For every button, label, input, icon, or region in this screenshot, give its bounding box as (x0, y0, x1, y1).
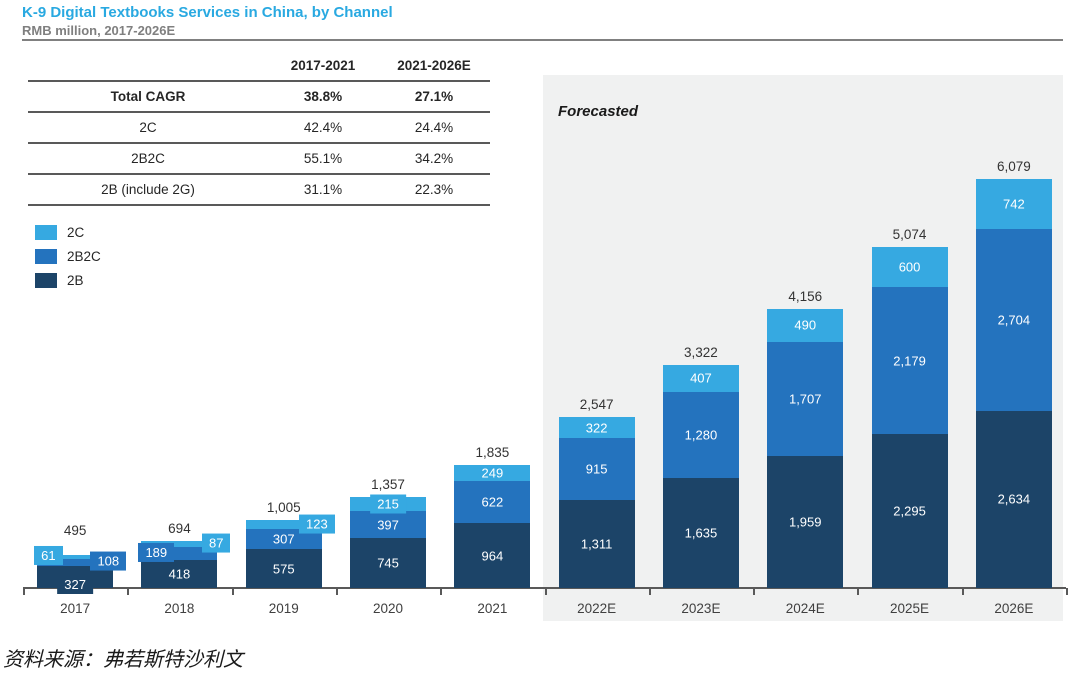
table-row: 2B (include 2G) 31.1% 22.3% (28, 174, 490, 206)
legend-swatch (35, 224, 57, 240)
legend-item: 2B (35, 268, 101, 292)
bar-total-label: 495 (63, 522, 87, 538)
bar-total-label: 1,835 (475, 444, 510, 460)
forecast-label: Forecasted (558, 103, 639, 120)
axis-tick (231, 588, 234, 595)
bar-segment-label: 215 (370, 494, 406, 514)
x-axis-label: 2021 (477, 601, 508, 616)
header-divider (22, 39, 1063, 41)
cagr-table: 2017-2021 2021-2026E Total CAGR 38.8% 27.1%… (28, 50, 490, 206)
x-axis-label: 2019 (268, 601, 299, 616)
bar-segment: 307 (245, 528, 322, 550)
row-value: 24.4% (378, 112, 490, 144)
bar-total-label: 694 (168, 521, 191, 537)
bar-segment: 87 (141, 533, 231, 553)
row-value: 55.1% (268, 143, 378, 175)
bar-segment-label: 418 (168, 566, 191, 582)
bar-segment-label: 307 (272, 531, 295, 547)
axis-tick (335, 588, 338, 595)
bar-segment: 108 (37, 551, 127, 571)
cagr-table-header: 2017-2021 2021-2026E (28, 50, 490, 82)
bar-total-label: 1,357 (371, 476, 405, 492)
bar-segment-label: 189 (138, 542, 175, 562)
axis-tick (440, 588, 443, 595)
bar-group: 575 307 123 (245, 514, 335, 588)
bar-segment-label: 123 (299, 514, 335, 534)
legend-item: 2C (35, 220, 101, 244)
axis-tick (1066, 588, 1068, 595)
bar-segment-label: 622 (481, 494, 504, 510)
axis-tick (23, 588, 25, 595)
bar-segment-label: 575 (272, 561, 295, 577)
row-value: 42.4% (268, 112, 378, 144)
row-value: 31.1% (268, 174, 378, 206)
bar-group: 964 622 249 (454, 464, 531, 588)
legend-label: 2B (67, 272, 84, 288)
bar-segment-label: 249 (481, 465, 504, 481)
table-column-header: 2017-2021 (268, 50, 378, 82)
bar-segment: 189 (138, 542, 218, 562)
bar-total-label: 1,005 (266, 500, 301, 516)
bar-segment-label: 964 (481, 548, 504, 564)
x-axis-label: 2017 (60, 601, 91, 616)
legend-item: 2B2C (35, 244, 101, 268)
table-row: 2C 42.4% 24.4% (28, 112, 490, 144)
table-row: 2B2C 55.1% 34.2% (28, 143, 490, 175)
bar-segment-label: 327 (57, 574, 93, 594)
bar-segment: 61 (34, 545, 114, 565)
row-value: 27.1% (378, 81, 490, 113)
bar-segment: 327 (37, 566, 114, 594)
legend-label: 2C (67, 224, 85, 240)
bar-group: 327 108 61 (34, 545, 127, 594)
legend-label: 2B2C (67, 248, 101, 264)
legend-swatch (35, 272, 57, 288)
forecast-band: Forecasted (543, 75, 1063, 621)
bar-segment: 964 (454, 523, 531, 588)
legend-swatch (35, 248, 57, 264)
row-label: 2B2C (28, 143, 268, 175)
bar-segment-label: 745 (377, 555, 399, 571)
bar-segment-label: 61 (34, 545, 63, 565)
row-label: 2B (include 2G) (28, 174, 268, 206)
page-subtitle: RMB million, 2017-2026E (22, 23, 176, 38)
chart-legend: 2C 2B2C 2B (35, 220, 101, 292)
bar-segment: 745 (350, 537, 427, 588)
row-label: 2C (28, 112, 268, 144)
x-axis-label: 2020 (373, 601, 404, 616)
row-value: 22.3% (378, 174, 490, 206)
table-column-header (28, 50, 268, 82)
bar-segment: 249 (454, 464, 531, 482)
bar-segment: 123 (245, 514, 335, 534)
axis-tick (127, 588, 130, 595)
row-label: Total CAGR (28, 81, 268, 113)
bar-group: 745 397 215 (350, 494, 427, 588)
bar-segment-label: 108 (90, 551, 127, 571)
bar-segment: 215 (350, 494, 427, 514)
table-row: Total CAGR 38.8% 27.1% (28, 81, 490, 113)
bar-segment: 622 (454, 481, 531, 524)
bar-segment-label: 87 (201, 533, 231, 553)
table-header-row: 2017-2021 2021-2026E (28, 50, 490, 82)
x-axis-label: 2018 (164, 601, 195, 616)
row-value: 38.8% (268, 81, 378, 113)
table-column-header: 2021-2026E (378, 50, 490, 82)
bar-group: 418 189 87 (138, 533, 231, 588)
cagr-table-body: Total CAGR 38.8% 27.1% 2C 42.4% 24.4% 2B2C 55.1… (28, 81, 490, 206)
bar-segment: 418 (141, 559, 218, 588)
source-note: 资料来源：弗若斯特沙利文 (3, 647, 243, 671)
bar-segment: 575 (245, 549, 322, 588)
bar-segment-label: 397 (377, 517, 399, 533)
row-value: 34.2% (378, 143, 490, 175)
page-title: K-9 Digital Textbooks Services in China,… (22, 4, 393, 21)
bar-segment: 397 (350, 511, 427, 538)
